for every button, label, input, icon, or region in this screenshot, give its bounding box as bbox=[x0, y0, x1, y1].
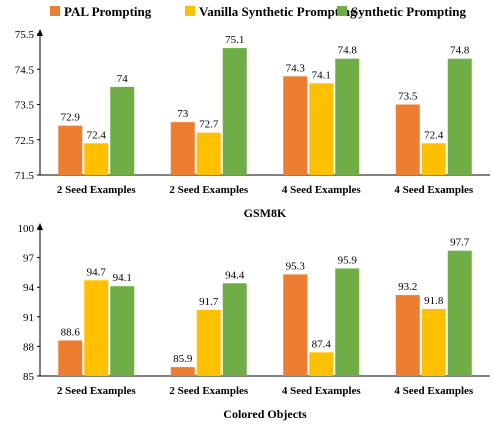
data-label: 91.8 bbox=[424, 295, 444, 307]
bar-vanilla-synthetic-prompting bbox=[84, 280, 109, 376]
bar-synthetic-prompting bbox=[447, 250, 472, 376]
chart-gsm8k: 71.5 72.5 73.5 74.5 75.5 72.9 72.4 74 2 Seed Exa… bbox=[15, 29, 490, 220]
y-tick-label: 91 bbox=[23, 312, 34, 324]
y-axis-arrow bbox=[37, 223, 43, 230]
data-label: 88.6 bbox=[61, 326, 81, 338]
legend-label: Synthetic Prompting bbox=[351, 4, 466, 19]
data-label: 94.7 bbox=[87, 266, 107, 278]
data-label: 72.4 bbox=[87, 129, 107, 141]
bar-vanilla-synthetic-prompting bbox=[421, 143, 446, 175]
data-label: 95.9 bbox=[338, 254, 358, 266]
y-tick-label: 97 bbox=[23, 253, 35, 265]
legend-item-synthetic-prompting: Synthetic Prompting bbox=[337, 4, 466, 19]
bar-pal-prompting bbox=[58, 125, 83, 175]
bar-synthetic-prompting bbox=[110, 86, 135, 175]
data-label: 72.7 bbox=[199, 119, 219, 131]
bar-synthetic-prompting bbox=[110, 286, 135, 376]
y-tick-label: 88 bbox=[23, 341, 35, 353]
data-label: 85.9 bbox=[173, 353, 193, 365]
legend-swatch bbox=[50, 6, 60, 16]
data-label: 73.5 bbox=[398, 91, 418, 103]
legend-label: PAL Prompting bbox=[64, 4, 152, 19]
bar-synthetic-prompting bbox=[447, 58, 472, 175]
y-tick-label: 72.5 bbox=[15, 135, 35, 147]
data-label: 91.7 bbox=[199, 296, 219, 308]
legend-item-vanilla-synthetic-prompting: Vanilla Synthetic Prompting bbox=[185, 4, 357, 19]
data-label: 94.1 bbox=[113, 272, 132, 284]
bar-vanilla-synthetic-prompting bbox=[84, 143, 109, 175]
bar-pal-prompting bbox=[170, 367, 195, 376]
y-tick-label: 73.5 bbox=[15, 100, 35, 112]
y-tick-label: 71.5 bbox=[15, 170, 35, 182]
y-axis-arrow bbox=[37, 29, 43, 36]
bar-vanilla-synthetic-prompting bbox=[196, 309, 221, 376]
x-category-label: 4 Seed Examples bbox=[282, 385, 362, 397]
x-category-label: 2 Seed Examples bbox=[57, 385, 137, 397]
data-label: 75.1 bbox=[225, 34, 244, 46]
bar-synthetic-prompting bbox=[335, 268, 360, 376]
bar-synthetic-prompting bbox=[222, 48, 247, 175]
data-label: 73 bbox=[177, 108, 189, 120]
data-label: 97.7 bbox=[450, 237, 470, 249]
bar-synthetic-prompting bbox=[222, 283, 247, 376]
data-label: 72.4 bbox=[424, 129, 444, 141]
x-category-label: 4 Seed Examples bbox=[394, 184, 474, 196]
y-tick-label: 74.5 bbox=[15, 64, 35, 76]
legend-swatch bbox=[185, 6, 195, 16]
legend-swatch bbox=[337, 6, 347, 16]
bar-vanilla-synthetic-prompting bbox=[196, 132, 221, 175]
bar-vanilla-synthetic-prompting bbox=[309, 352, 334, 376]
y-tick-label: 85 bbox=[23, 371, 35, 383]
data-label: 94.4 bbox=[225, 269, 245, 281]
data-label: 74.1 bbox=[312, 69, 331, 81]
bar-vanilla-synthetic-prompting bbox=[421, 308, 446, 376]
data-label: 74 bbox=[117, 73, 129, 85]
data-label: 74.3 bbox=[286, 62, 306, 74]
bar-pal-prompting bbox=[58, 340, 83, 376]
x-category-label: 4 Seed Examples bbox=[282, 184, 362, 196]
legend-item-pal-prompting: PAL Prompting bbox=[50, 4, 152, 19]
legend: PAL Prompting Vanilla Synthetic Prompting… bbox=[50, 4, 466, 19]
chart-title: Colored Objects bbox=[223, 407, 307, 421]
y-tick-label: 94 bbox=[23, 282, 35, 294]
y-tick-label: 100 bbox=[18, 223, 35, 235]
x-category-label: 2 Seed Examples bbox=[169, 385, 249, 397]
legend-label: Vanilla Synthetic Prompting bbox=[199, 4, 357, 19]
bar-synthetic-prompting bbox=[335, 58, 360, 175]
x-category-label: 4 Seed Examples bbox=[394, 385, 474, 397]
y-tick-label: 75.5 bbox=[15, 29, 35, 41]
bar-pal-prompting bbox=[283, 274, 308, 376]
data-label: 72.9 bbox=[61, 112, 81, 124]
bar-pal-prompting bbox=[395, 104, 420, 175]
data-label: 74.8 bbox=[338, 45, 358, 57]
bar-pal-prompting bbox=[170, 122, 195, 175]
data-label: 74.8 bbox=[450, 45, 470, 57]
bar-vanilla-synthetic-prompting bbox=[309, 83, 334, 175]
x-category-label: 2 Seed Examples bbox=[57, 184, 137, 196]
chart-colored-objects: 85 88 91 94 97 100 88.6 94.7 94.1 2 Seed Examples… bbox=[18, 223, 490, 421]
data-label: 93.2 bbox=[398, 281, 417, 293]
chart-title: GSM8K bbox=[244, 206, 287, 220]
bar-pal-prompting bbox=[283, 76, 308, 175]
x-category-label: 2 Seed Examples bbox=[169, 184, 249, 196]
data-label: 87.4 bbox=[312, 338, 332, 350]
data-label: 95.3 bbox=[286, 260, 306, 272]
bar-pal-prompting bbox=[395, 295, 420, 376]
